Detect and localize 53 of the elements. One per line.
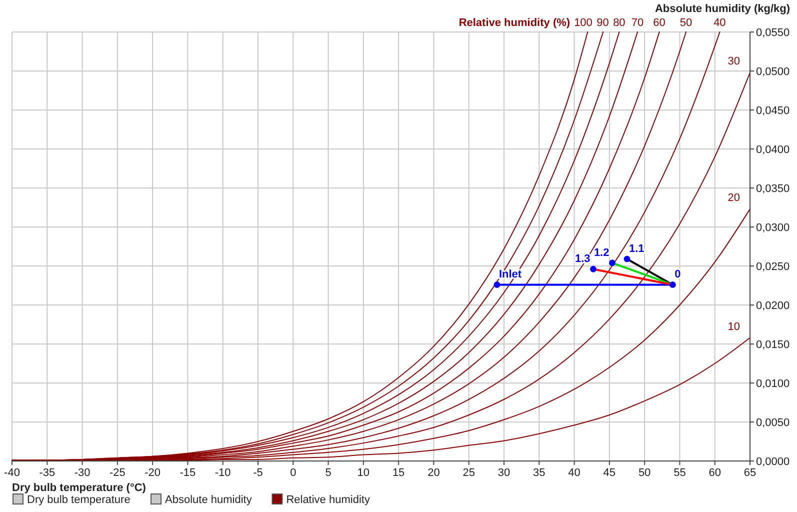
x-tick-label: 60 — [708, 467, 721, 479]
annotation: 1.1 — [629, 242, 644, 255]
series-label: 90 — [596, 17, 609, 29]
x-tick-label: 5 — [325, 467, 332, 479]
x-tick-label: 0 — [290, 467, 296, 479]
y-tick-label: 0,0100 — [756, 378, 790, 390]
y-axis-title: Absolute humidity (kg/kg) — [654, 3, 790, 15]
y-tick-label: 0,0550 — [756, 27, 790, 39]
x-tick-label: -20 — [144, 467, 161, 479]
y-tick-label: 0,0500 — [756, 66, 790, 78]
x-tick-label: 65 — [744, 467, 756, 479]
series-label: 70 — [631, 17, 644, 29]
x-tick-label: -30 — [74, 467, 90, 479]
y-tick-label: 0,0400 — [756, 144, 790, 156]
series-label: 60 — [653, 17, 666, 29]
text: Dry bulb temperature — [27, 494, 130, 506]
y-tick-label: 0,0200 — [756, 300, 790, 312]
x-tick-label: 10 — [357, 467, 370, 479]
series-label: 100 — [574, 17, 592, 29]
series-label: 30 — [728, 56, 740, 68]
series-label: 50 — [680, 17, 692, 29]
x-tick-label: 40 — [568, 467, 580, 479]
y-tick-label: 0,0350 — [756, 183, 790, 195]
y-tick-label: 0,0000 — [756, 456, 790, 468]
x-tick-label: 50 — [638, 467, 651, 479]
series-label: 80 — [613, 17, 626, 29]
x-tick-label: 35 — [533, 467, 546, 479]
y-tick-label: 0,0300 — [756, 222, 790, 234]
text: Absolute humidity — [165, 494, 252, 506]
x-tick-label: -40 — [4, 467, 20, 479]
x-tick-label: -15 — [180, 467, 196, 479]
x-tick-label: 55 — [674, 467, 686, 479]
y-tick-label: 0,0050 — [756, 417, 790, 429]
x-tick-label: 25 — [462, 467, 475, 479]
x-axis-title: Dry bulb temperature (°C) — [12, 482, 146, 494]
series-label: 10 — [728, 320, 740, 333]
x-tick-label: -10 — [214, 467, 231, 479]
series-label: 40 — [714, 17, 726, 29]
x-tick-label: -35 — [39, 467, 56, 479]
y-tick-label: 0,0250 — [756, 261, 790, 273]
annotation: 0 — [674, 268, 681, 281]
annotation: 1.2 — [594, 246, 610, 259]
x-tick-label: 30 — [498, 467, 510, 479]
series-label: 20 — [728, 192, 740, 204]
y-tick-label: 0,0150 — [756, 339, 790, 351]
x-tick-label: -25 — [109, 467, 126, 479]
x-tick-label: 15 — [392, 467, 405, 479]
y-tick-label: 0,0450 — [756, 105, 790, 117]
x-tick-label: 45 — [603, 467, 616, 479]
text: Relative humidity — [286, 494, 370, 506]
x-tick-label: 20 — [428, 467, 440, 479]
text: Relative humidity (%) — [458, 17, 570, 29]
x-tick-label: -5 — [253, 467, 263, 479]
